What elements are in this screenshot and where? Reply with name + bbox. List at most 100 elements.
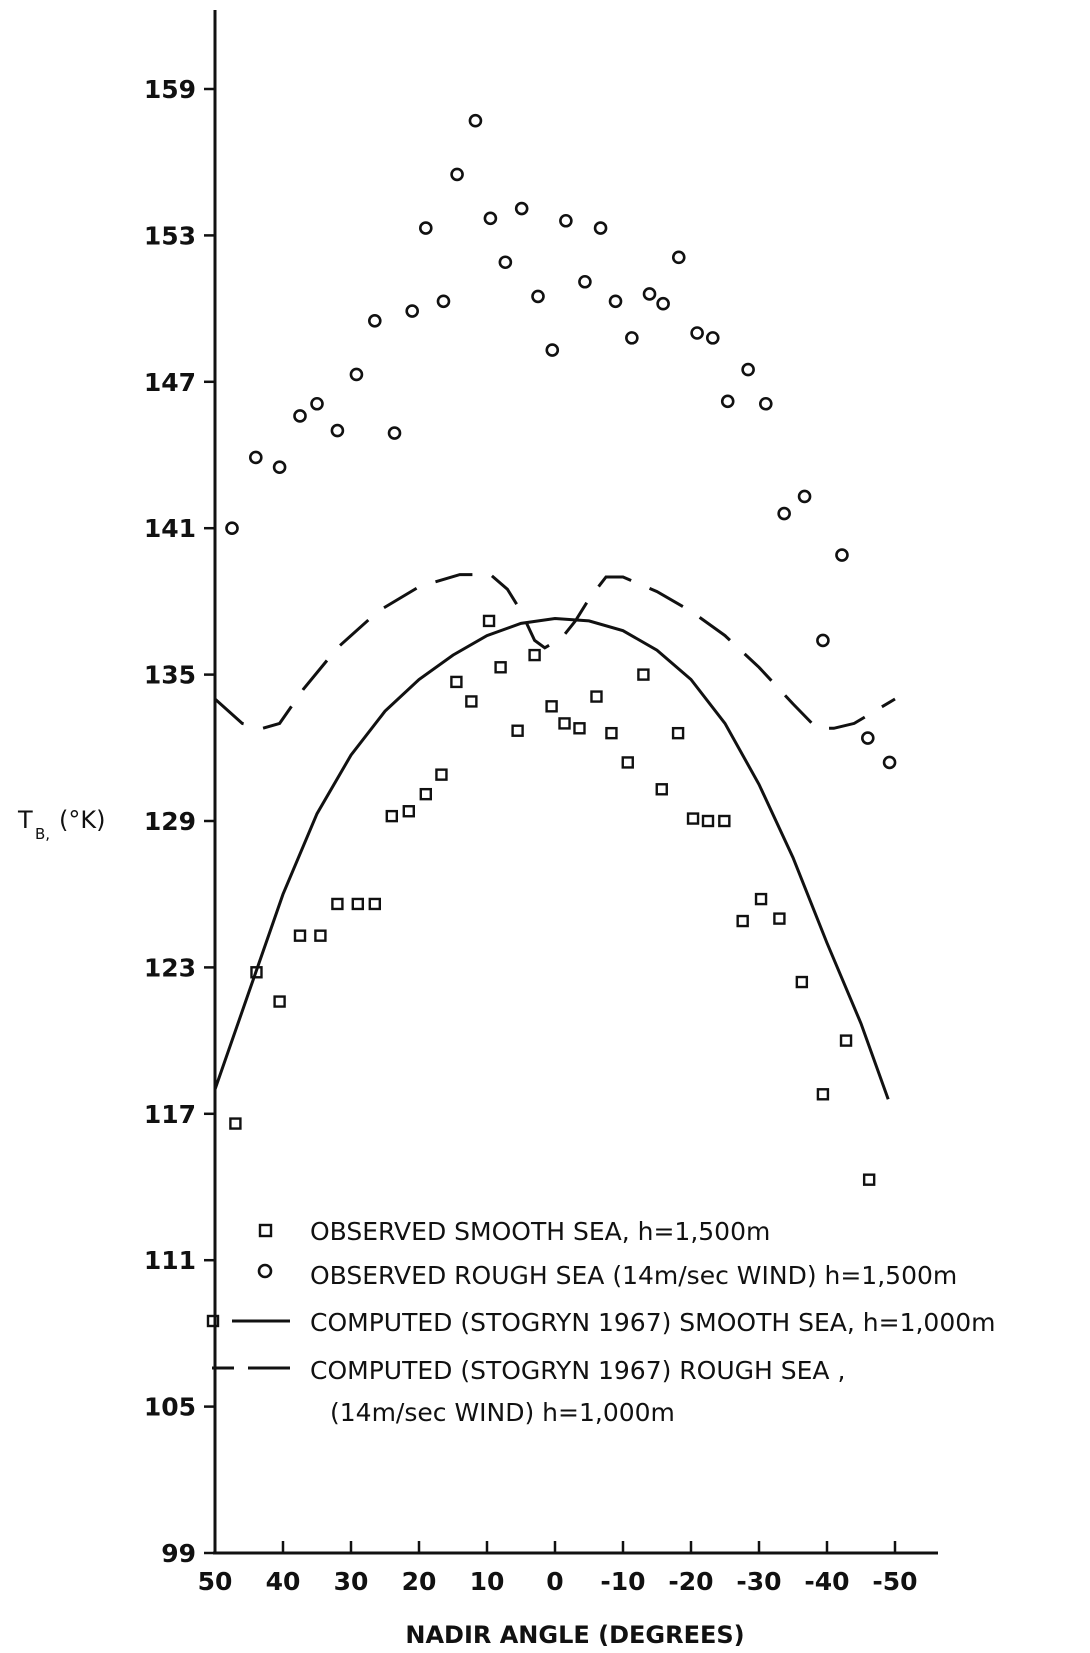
rough-sea-point [468, 113, 483, 128]
rough-sea-point [777, 506, 791, 521]
smooth-sea-point [482, 614, 496, 628]
smooth-sea-point [250, 966, 263, 979]
smooth-sea-point [385, 809, 398, 823]
rough-sea-point [797, 489, 812, 504]
x-tick-label: 0 [546, 1567, 563, 1596]
y-tick-label: 99 [161, 1539, 196, 1568]
legend-label-observed-smooth: OBSERVED SMOOTH SEA, h=1,500m [310, 1217, 770, 1246]
rough-sea-point [578, 274, 592, 289]
smooth-sea-point [655, 783, 668, 796]
smooth-sea-point [773, 912, 786, 925]
rough-sea-point [720, 394, 735, 409]
y-axis-title-subscript: B, [35, 825, 50, 843]
smooth-sea-point [862, 1173, 876, 1186]
rough-sea-point [656, 296, 670, 311]
rough-sea-point [559, 213, 573, 228]
smooth-sea-point [637, 668, 650, 681]
rough-sea-point [483, 211, 498, 226]
smooth-sea-point [590, 690, 603, 703]
smooth-sea-point [402, 805, 415, 818]
rough-sea-point [816, 633, 830, 648]
curves [213, 573, 896, 1100]
smooth-sea-point [573, 722, 586, 735]
x-tick-label: -50 [872, 1567, 917, 1596]
x-axis-title: NADIR ANGLE (DEGREES) [405, 1621, 744, 1649]
smooth-sea-point [351, 897, 364, 911]
rough-sea-point [705, 331, 720, 345]
rough-sea-point [625, 331, 639, 345]
legend-square-icon-small [206, 1314, 220, 1328]
smooth-sea-point [736, 914, 749, 928]
rough-sea-point [514, 201, 529, 216]
y-tick-label: 129 [144, 807, 196, 836]
rough-sea-point [642, 287, 657, 301]
x-tick-label: 50 [198, 1567, 233, 1596]
rough-sea-point [249, 450, 263, 465]
x-tick-label: -40 [804, 1567, 849, 1596]
y-tick-label: 111 [144, 1246, 196, 1275]
data-points [225, 113, 897, 1186]
x-ticks: 50 40 30 20 10 0 -10 -20 -30 -40 -50 [198, 1541, 918, 1596]
smooth-sea-point [795, 975, 809, 989]
smooth-sea-point [450, 675, 463, 689]
x-tick-label: 10 [470, 1567, 505, 1596]
smooth-sea-point [511, 724, 524, 737]
x-tick-label: 20 [402, 1567, 437, 1596]
x-tick-label: -10 [600, 1567, 645, 1596]
y-tick-label: 159 [144, 75, 196, 104]
rough-sea-point [349, 367, 364, 382]
rough-sea-point [545, 343, 560, 357]
computed-smooth-sea-curve [213, 616, 890, 1100]
smooth-sea-point [605, 726, 618, 740]
smooth-sea-point [435, 768, 448, 781]
x-tick-label: -20 [668, 1567, 713, 1596]
y-axis-title: T B, (°K) [17, 806, 105, 843]
rough-sea-point [498, 255, 513, 270]
y-tick-label: 141 [144, 514, 196, 543]
legend-square-marker-icon [258, 1223, 273, 1238]
y-axis-title-unit: (°K) [59, 806, 105, 834]
rough-sea-point [367, 313, 382, 328]
smooth-sea-point [368, 897, 381, 911]
axes: 99 105 111 117 123 129 135 141 147 153 159 50 40 30 2… [144, 10, 938, 1596]
smooth-sea-point [718, 814, 731, 828]
smooth-sea-point [754, 892, 768, 906]
y-tick-label: 153 [144, 221, 196, 250]
rough-sea-point [593, 221, 608, 235]
rough-sea-point [741, 362, 755, 377]
x-tick-label: 30 [334, 1567, 369, 1596]
smooth-sea-point [273, 995, 286, 1008]
rough-sea-point [608, 294, 623, 309]
smooth-sea-point [229, 1117, 242, 1130]
legend-circle-marker-icon [257, 1263, 273, 1279]
x-tick-label: 40 [266, 1567, 301, 1596]
smooth-sea-point [671, 726, 685, 740]
smooth-sea-point [465, 695, 478, 708]
y-ticks: 99 105 111 117 123 129 135 141 147 153 159 [144, 75, 215, 1568]
smooth-sea-point [314, 929, 327, 942]
rough-sea-point [835, 548, 849, 562]
rough-sea-point [860, 731, 875, 745]
rough-sea-point [310, 396, 324, 411]
rough-sea-point [450, 167, 464, 182]
smooth-sea-point [419, 787, 432, 801]
y-tick-label: 147 [144, 368, 196, 397]
y-tick-label: 135 [144, 661, 196, 690]
rough-sea-point [531, 289, 545, 304]
rough-sea-point [405, 304, 420, 318]
smooth-sea-point [545, 700, 558, 713]
smooth-sea-point [293, 929, 307, 942]
rough-sea-point [758, 396, 773, 411]
smooth-sea-point [621, 756, 634, 769]
legend-label-computed-rough-line2: (14m/sec WIND) h=1,000m [330, 1398, 675, 1427]
rough-sea-point [418, 221, 433, 235]
smooth-sea-point [331, 897, 344, 911]
legend: OBSERVED SMOOTH SEA, h=1,500m OBSERVED R… [206, 1217, 996, 1427]
y-tick-label: 123 [144, 953, 196, 982]
smooth-sea-point [839, 1034, 853, 1047]
legend-label-observed-rough: OBSERVED ROUGH SEA (14m/sec WIND) h=1,50… [310, 1261, 957, 1290]
rough-sea-point [436, 294, 451, 309]
computed-rough-sea-curve [213, 573, 896, 730]
rough-sea-point [882, 755, 897, 770]
